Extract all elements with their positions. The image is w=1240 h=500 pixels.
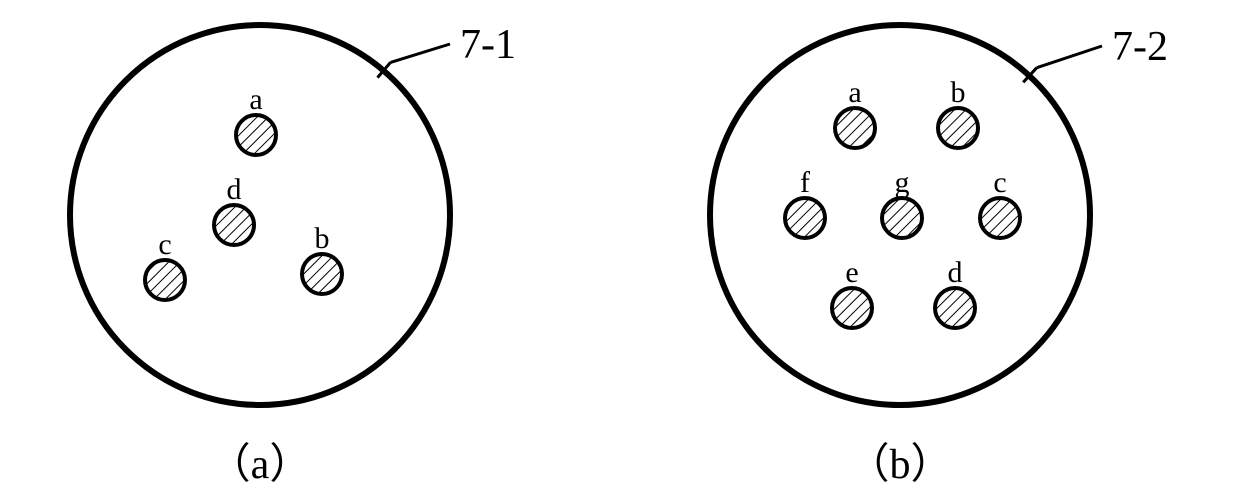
pin-c: c [980, 166, 1020, 238]
pin-g: g [882, 166, 922, 238]
pin-b: b [938, 76, 978, 148]
ref-label: 7-1 [460, 22, 516, 68]
caption: （b） [847, 442, 952, 488]
pin-b: b [302, 222, 342, 294]
pin-label-a: a [249, 83, 262, 116]
pin-label-c: c [993, 166, 1006, 199]
pin-f: f [785, 166, 825, 238]
pin-a: a [236, 83, 276, 155]
pin-label-b: b [951, 76, 966, 109]
pin-label-d: d [948, 256, 963, 289]
diagram-b: 7-2 a b f g c e d （b） [710, 24, 1168, 488]
pin-label-e: e [845, 256, 858, 289]
diagram-a: 7-1 a d c b （a） [70, 22, 516, 488]
connector-outline [70, 25, 450, 405]
pin-c: c [145, 228, 185, 300]
pin-label-g: g [895, 166, 910, 199]
ref-leader [1037, 46, 1102, 68]
pin-label-b: b [315, 222, 330, 255]
ref-leader [390, 44, 450, 62]
pin-label-c: c [158, 228, 171, 261]
caption: （a） [209, 442, 312, 488]
ref-label: 7-2 [1112, 24, 1168, 70]
pin-label-f: f [800, 166, 810, 199]
pin-d: d [214, 173, 254, 245]
pin-label-d: d [227, 173, 242, 206]
pin-label-a: a [848, 76, 861, 109]
pin-e: e [832, 256, 872, 328]
pin-d: d [935, 256, 975, 328]
pin-a: a [835, 76, 875, 148]
